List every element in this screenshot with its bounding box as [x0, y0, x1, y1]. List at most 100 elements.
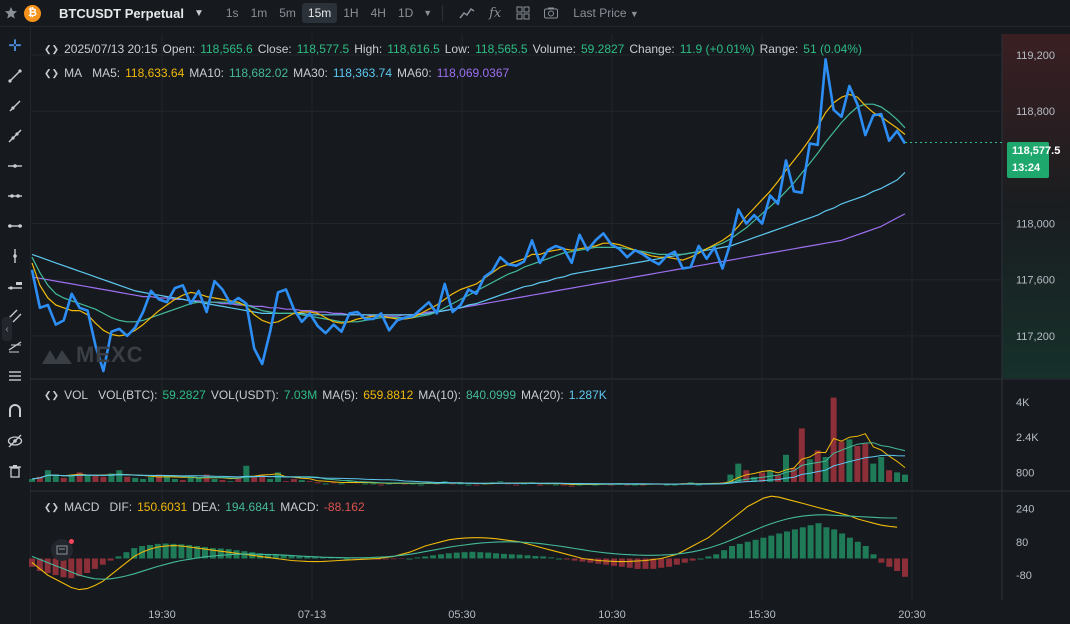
price-tick-label: 119,200 [1016, 50, 1055, 62]
macd-histogram-bar [147, 545, 153, 559]
ohlc-collapse-icon[interactable]: ❮❯ [44, 43, 60, 54]
volume-bar [671, 484, 678, 486]
horizontal-line-icon[interactable] [6, 157, 24, 175]
price-tick-label: 117,600 [1016, 275, 1055, 287]
symbol-dropdown-icon[interactable]: ▼ [193, 7, 204, 19]
volume-bar [663, 484, 670, 486]
trend-line-icon[interactable] [6, 67, 24, 85]
macd-histogram-bar [650, 558, 657, 569]
volume-tick-label: 800 [1016, 467, 1034, 479]
timeframe-4H[interactable]: 4H [370, 6, 386, 20]
magnet-icon[interactable] [6, 402, 24, 420]
volume-bar [322, 483, 329, 485]
volume-bar [283, 481, 289, 482]
macd-histogram-bar [170, 543, 177, 559]
macd-histogram-bar [375, 558, 382, 560]
price-line-icon[interactable] [6, 277, 24, 295]
camera-icon[interactable] [543, 5, 559, 21]
macd-histogram-bar [76, 558, 83, 577]
vol-btc-value: 59.2827 [162, 388, 206, 402]
dif-value: 150.6031 [137, 500, 188, 514]
macd-histogram-bar [52, 558, 59, 576]
macd-histogram-bar [99, 558, 106, 565]
volume-bar [259, 474, 266, 482]
alert-icon[interactable] [51, 539, 74, 561]
ma-collapse-icon[interactable]: ❮❯ [44, 67, 60, 78]
volume-bar [624, 484, 631, 486]
timeframe-1H[interactable]: 1H [343, 6, 359, 20]
x-tick-label: 20:30 [898, 609, 926, 621]
indicators-icon[interactable]: fx [489, 5, 502, 21]
vol-ma5-label: MA(5): [322, 388, 359, 402]
volume-bar [148, 476, 154, 482]
volume-bar [552, 484, 559, 486]
crosshair-icon[interactable]: ✛ [8, 38, 22, 55]
high-value: 118,616.5 [387, 42, 440, 56]
vertical-line-icon[interactable] [6, 247, 24, 265]
volume-bar [243, 465, 250, 482]
timeframe-5m[interactable]: 5m [279, 6, 296, 20]
dif-line [31, 495, 898, 591]
layout-grid-icon[interactable] [515, 5, 531, 21]
timeframe-more-icon[interactable]: ▼ [423, 8, 433, 18]
parallel-channel-icon[interactable] [6, 307, 24, 325]
macd-histogram-bar [162, 543, 169, 559]
macd-histogram-bar [327, 557, 334, 559]
price-mode-select[interactable]: Last Price ▼ [573, 6, 639, 20]
macd-histogram-bar [815, 523, 822, 559]
horizontal-ray-icon[interactable] [6, 187, 24, 205]
macd-histogram-bar [500, 553, 507, 559]
vol-usdt-value: 7.03M [283, 388, 318, 402]
volume-bar [687, 482, 694, 484]
ma-title[interactable]: MA [64, 66, 83, 80]
macd-histogram-bar [209, 548, 216, 559]
macd-histogram-bar [430, 555, 437, 559]
collapse-toolbar-icon[interactable]: ‹ [2, 317, 12, 341]
volume-bar [806, 459, 813, 482]
vol-ma10-label: MA(10): [418, 388, 461, 402]
fib-retracement-icon[interactable] [6, 337, 24, 355]
vol-title[interactable]: VOL [64, 388, 89, 402]
list-lines-icon[interactable] [6, 367, 24, 385]
macd-histogram-bar [626, 558, 633, 568]
hide-drawings-icon[interactable] [6, 432, 24, 450]
macd-title[interactable]: MACD [64, 500, 100, 514]
volume-bar [497, 481, 504, 482]
volume-bar [124, 476, 131, 482]
trash-icon[interactable] [6, 462, 24, 480]
x-tick-label: 15:30 [748, 609, 776, 621]
macd-histogram-bar [493, 553, 499, 559]
volume-bar [560, 484, 567, 486]
extended-line-icon[interactable] [6, 127, 24, 145]
dea-line [31, 514, 898, 580]
range-label: Range: [759, 42, 799, 56]
macd-histogram-bar [658, 558, 665, 568]
timeframe-1s[interactable]: 1s [225, 6, 239, 20]
timeframe-15m[interactable]: 15m [301, 3, 338, 23]
symbol-title[interactable]: BTCUSDT Perpetual [59, 5, 184, 21]
macd-histogram-bar [823, 527, 830, 559]
timeframe-1D[interactable]: 1D [397, 6, 414, 20]
ma-legend: ❮❯ MA MA5: 118,633.64 MA10: 118,682.02 MA3… [44, 66, 514, 80]
volume-bar [505, 483, 512, 485]
horizontal-segment-icon[interactable] [6, 217, 24, 235]
candle-time: 2025/07/13 20:15 [64, 42, 158, 56]
volume-bar [536, 484, 543, 486]
ray-line-icon[interactable] [6, 97, 24, 115]
macd-histogram-bar [107, 558, 114, 561]
timeframe-1m[interactable]: 1m [250, 6, 268, 20]
vol-usdt-label: VOL(USDT): [210, 388, 279, 402]
vol-collapse-icon[interactable]: ❮❯ [44, 389, 60, 400]
macd-collapse-icon[interactable]: ❮❯ [44, 501, 60, 512]
volume-bar [822, 457, 829, 482]
macd-histogram-bar [178, 544, 185, 559]
vol-ma20-value: 1.287K [568, 388, 607, 402]
volume-bar [203, 474, 210, 482]
volume-bar [116, 470, 123, 482]
volume-bar [298, 480, 305, 482]
price-tick-label: 118,000 [1016, 219, 1055, 231]
favorite-star-icon[interactable] [4, 6, 18, 20]
macd-legend: ❮❯ MACD DIF: 150.6031 DEA: 194.6841 MACD: -… [44, 500, 370, 514]
chart-type-icon[interactable] [459, 5, 475, 21]
